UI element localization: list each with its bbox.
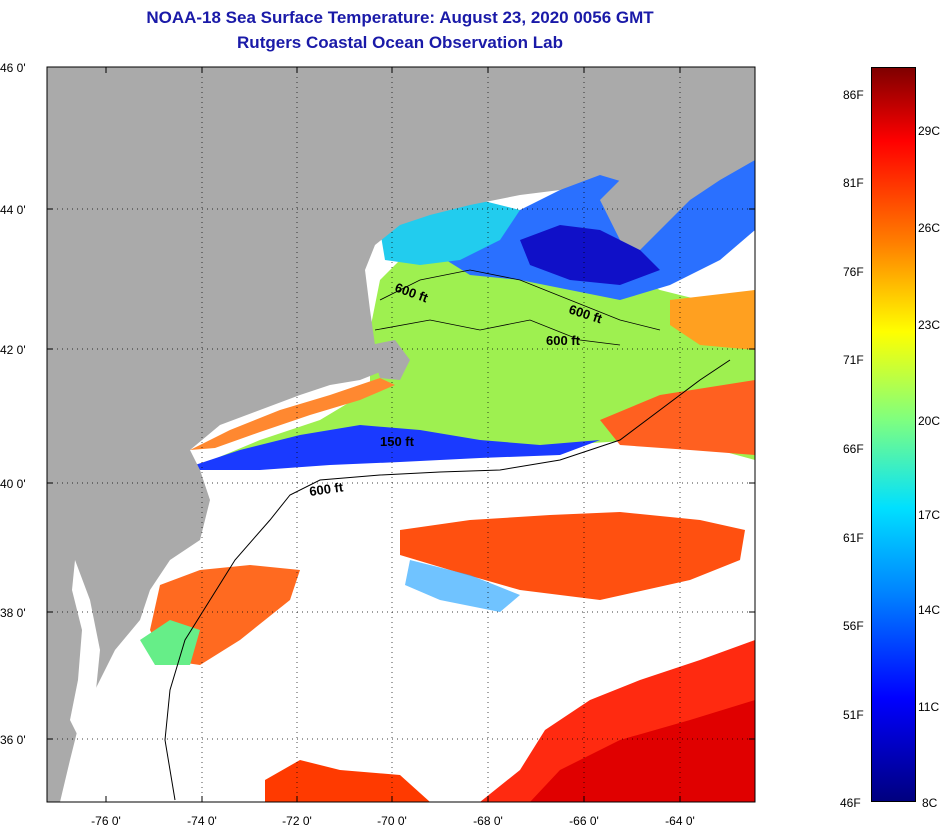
lon-label: -64 0' bbox=[665, 814, 695, 828]
colorbar-c-label: 29C bbox=[918, 124, 941, 138]
axis-ticks bbox=[47, 66, 755, 802]
colorbar-f-label: 71F bbox=[843, 353, 864, 367]
isobath-label: 600 ft bbox=[308, 479, 344, 499]
lat-label: 46 0' bbox=[0, 61, 26, 75]
isobath-label: 150 ft bbox=[380, 434, 415, 449]
colorbar-f-label: 81F bbox=[843, 176, 864, 190]
sst-warm-shelf-east bbox=[670, 290, 755, 350]
colorbar-c-label: 17C bbox=[918, 508, 941, 522]
lat-label: 40 0' bbox=[0, 477, 26, 491]
colorbar-f-label: 76F bbox=[843, 265, 864, 279]
colorbar-c-label: 14C bbox=[918, 603, 941, 617]
lon-label: -74 0' bbox=[187, 814, 217, 828]
colorbar-c-label: 20C bbox=[918, 414, 941, 428]
map-subtitle: Rutgers Coastal Ocean Observation Lab bbox=[237, 33, 563, 52]
sst-warm-shelf-se bbox=[600, 380, 755, 455]
sst-cold-band bbox=[195, 425, 600, 470]
land-cape-cod bbox=[370, 340, 410, 380]
lat-label: 42 0' bbox=[0, 343, 26, 357]
colorbar-f-label: 46F bbox=[840, 796, 861, 810]
land-nova-scotia bbox=[600, 120, 755, 250]
land-long-island bbox=[190, 378, 395, 450]
isobath-600ft bbox=[164, 359, 731, 801]
lat-label: 36 0' bbox=[0, 733, 26, 747]
lat-label: 44 0' bbox=[0, 203, 26, 217]
colorbar-f-label: 86F bbox=[843, 88, 864, 102]
lon-label: -68 0' bbox=[473, 814, 503, 828]
sst-offshore-edge bbox=[405, 560, 520, 612]
colorbar-f-label: 66F bbox=[843, 442, 864, 456]
lon-label: -70 0' bbox=[377, 814, 407, 828]
isobath-inner bbox=[374, 319, 621, 346]
graticule bbox=[47, 67, 755, 802]
isobath-shelf bbox=[379, 269, 661, 331]
colorbar-f-label: 56F bbox=[843, 619, 864, 633]
lat-label: 38 0' bbox=[0, 606, 26, 620]
sst-gulf-stream-core bbox=[530, 700, 755, 802]
sst-bay-of-fundy bbox=[520, 225, 660, 285]
lon-label: -72 0' bbox=[282, 814, 312, 828]
land-delaware bbox=[120, 510, 175, 580]
colorbar-f-label: 51F bbox=[843, 708, 864, 722]
sst-south-patch bbox=[265, 760, 430, 802]
isobath-label: 600 ft bbox=[546, 333, 581, 348]
colorbar-f-label: 61F bbox=[843, 531, 864, 545]
colorbar-c-label: 23C bbox=[918, 318, 941, 332]
land-chesapeake bbox=[70, 560, 100, 740]
colorbar-c-label: 8C bbox=[922, 796, 938, 810]
sst-mid-patch-cool bbox=[140, 620, 200, 665]
lon-label: -76 0' bbox=[91, 814, 121, 828]
colorbar-c-label: 11C bbox=[918, 700, 940, 714]
temperature-colorbar bbox=[871, 67, 916, 802]
lon-label: -66 0' bbox=[569, 814, 599, 828]
sst-offshore-patch bbox=[400, 512, 745, 600]
map-title: NOAA-18 Sea Surface Temperature: August … bbox=[146, 8, 654, 27]
colorbar-c-label: 26C bbox=[918, 221, 941, 235]
map-frame bbox=[46, 66, 756, 803]
land-north-america bbox=[47, 67, 755, 802]
